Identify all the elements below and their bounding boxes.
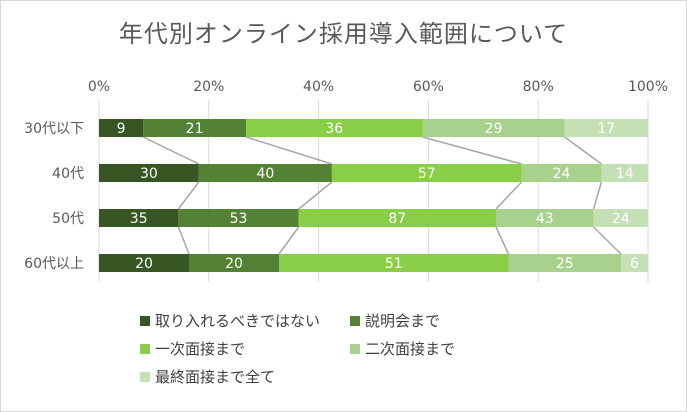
x-tick-label: 40% (303, 79, 334, 95)
bar-segment (508, 254, 621, 272)
legend-swatch (140, 371, 150, 382)
bar-segment (189, 254, 279, 272)
legend-label: 説明会まで (365, 312, 441, 330)
bar-segment (331, 164, 522, 182)
data-label: 40 (256, 166, 274, 182)
legend-label: 取り入れるべきではない (155, 312, 321, 330)
bar-segment (564, 119, 648, 137)
x-tick-label: 60% (413, 79, 444, 95)
series-line (592, 181, 603, 210)
data-label: 87 (388, 211, 406, 227)
category-label: 40代 (52, 166, 84, 182)
legend-swatch (350, 343, 360, 354)
series-line (495, 181, 523, 210)
data-label: 6 (630, 256, 639, 272)
bar-segment (198, 164, 332, 182)
bar-segment (246, 119, 423, 137)
data-label: 29 (485, 121, 503, 137)
data-label: 57 (418, 166, 436, 182)
legend-item: 一次面接まで (140, 338, 245, 359)
x-tick-label: 80% (523, 79, 554, 95)
legend-label: 最終面接まで全て (155, 368, 276, 386)
series-line (142, 136, 200, 165)
bar-segment (99, 164, 199, 182)
legend-swatch (140, 315, 150, 326)
data-label: 24 (612, 211, 630, 227)
legend-item: 二次面接まで (350, 338, 455, 359)
bar-segment (143, 119, 247, 137)
legend-item: 最終面接まで全て (140, 366, 275, 387)
series-line (278, 226, 300, 255)
data-label: 17 (597, 121, 615, 137)
bar-segment (601, 164, 648, 182)
bar-segment (496, 209, 594, 227)
series-line (177, 226, 190, 255)
data-label: 21 (186, 121, 204, 137)
x-tick-label: 0% (88, 79, 110, 95)
bar-segment (593, 209, 648, 227)
data-label: 20 (225, 256, 243, 272)
bar-segment (298, 209, 497, 227)
series-line (177, 181, 200, 210)
series-line (593, 226, 622, 255)
bar-segment (99, 119, 144, 137)
data-label: 14 (616, 166, 634, 182)
bar-segment (621, 254, 648, 272)
data-label: 25 (556, 256, 574, 272)
legend-label: 一次面接まで (155, 340, 246, 358)
data-label: 20 (135, 256, 153, 272)
data-label: 51 (385, 256, 403, 272)
data-label: 53 (230, 211, 248, 227)
legend-item: 取り入れるべきではない (140, 310, 320, 331)
bar-segment (521, 164, 602, 182)
category-label: 60代以上 (24, 256, 84, 272)
x-tick-label: 100% (628, 79, 668, 95)
legend-swatch (140, 343, 150, 354)
legend-swatch (350, 315, 360, 326)
x-tick-label: 20% (193, 79, 224, 95)
legend-label: 二次面接まで (365, 340, 456, 358)
category-label: 30代以下 (24, 121, 84, 137)
data-label: 30 (140, 166, 158, 182)
data-label: 9 (117, 121, 126, 137)
data-label: 36 (325, 121, 343, 137)
bar-segment (279, 254, 509, 272)
bar-segment (422, 119, 565, 137)
category-label: 50代 (52, 211, 84, 227)
bar-segment (99, 209, 179, 227)
bar-segment (99, 254, 189, 272)
series-line (245, 136, 333, 165)
chart-title: 年代別オンライン採用導入範囲について (118, 20, 569, 48)
series-line (422, 136, 522, 165)
legend-item: 説明会まで (350, 310, 440, 331)
data-label: 35 (130, 211, 148, 227)
bar-segment (178, 209, 299, 227)
series-line (298, 181, 333, 210)
series-line (495, 226, 510, 255)
data-label: 43 (536, 211, 554, 227)
data-label: 24 (553, 166, 571, 182)
series-line (564, 136, 602, 165)
